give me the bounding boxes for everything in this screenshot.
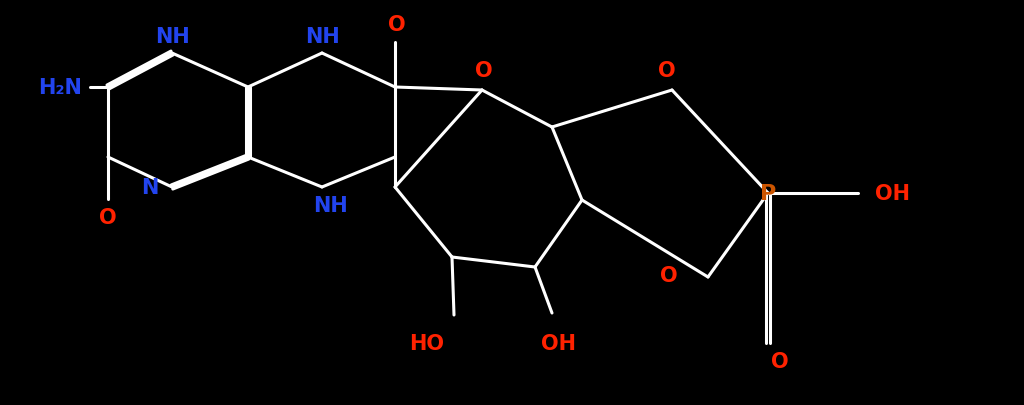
Text: O: O [388, 15, 406, 35]
Text: NH: NH [312, 196, 347, 215]
Text: P: P [760, 183, 776, 203]
Text: OH: OH [541, 333, 575, 353]
Text: O: O [660, 265, 678, 285]
Text: O: O [658, 61, 676, 81]
Text: O: O [99, 207, 117, 228]
Text: O: O [475, 61, 493, 81]
Text: NH: NH [155, 27, 189, 47]
Text: HO: HO [410, 333, 444, 353]
Text: H₂N: H₂N [38, 78, 82, 98]
Text: O: O [771, 351, 788, 371]
Text: OH: OH [876, 183, 910, 203]
Text: NH: NH [304, 27, 339, 47]
Text: N: N [140, 177, 158, 198]
